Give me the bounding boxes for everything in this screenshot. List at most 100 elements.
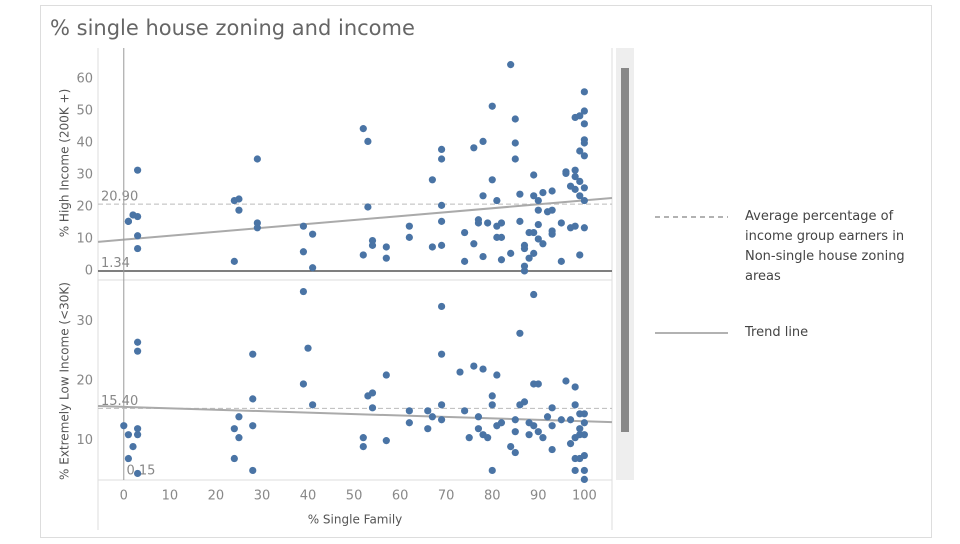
y-tick-label: 30: [76, 314, 93, 329]
point: [249, 422, 257, 430]
annotation: 1.34: [101, 256, 130, 271]
point: [548, 422, 556, 430]
point: [479, 365, 487, 373]
point: [497, 419, 506, 427]
point: [235, 206, 243, 214]
point: [525, 431, 533, 439]
x-tick-label: 60: [392, 489, 409, 504]
point: [437, 217, 446, 225]
point: [437, 145, 446, 154]
x-tick-label: 20: [208, 489, 225, 504]
point: [249, 350, 257, 358]
point: [405, 222, 413, 230]
point: [474, 216, 483, 224]
point: [580, 196, 588, 205]
point: [437, 201, 446, 209]
point: [364, 203, 372, 211]
point: [134, 469, 142, 478]
x-tick-label: 80: [484, 489, 501, 504]
point: [470, 144, 478, 152]
point: [230, 425, 238, 433]
point: [493, 371, 501, 379]
point: [562, 377, 570, 385]
point: [359, 434, 367, 442]
point: [299, 222, 308, 230]
point: [497, 233, 506, 241]
y-axis-label: % High Income (200K +): [58, 89, 72, 238]
point: [511, 428, 519, 436]
point: [562, 169, 570, 177]
point: [516, 329, 524, 337]
point: [299, 380, 308, 388]
point: [120, 422, 128, 430]
point: [253, 224, 261, 232]
point: [530, 290, 538, 299]
point: [235, 413, 243, 421]
y-tick-label: 0: [85, 263, 93, 278]
point: [309, 401, 317, 409]
x-axis-label: % Single Family: [308, 513, 403, 527]
point: [571, 383, 579, 391]
point: [470, 362, 478, 370]
chart-title: % single house zoning and income: [50, 16, 415, 40]
point: [437, 302, 446, 311]
point: [576, 192, 584, 200]
point: [580, 224, 588, 232]
point: [530, 249, 538, 257]
point: [548, 230, 556, 238]
point: [405, 233, 413, 241]
point: [424, 425, 432, 433]
point: [470, 240, 478, 248]
point: [539, 240, 547, 248]
x-tick-label: 40: [300, 489, 317, 504]
point: [474, 425, 483, 433]
point: [534, 428, 542, 436]
point: [461, 257, 469, 265]
point: [497, 256, 506, 264]
y-tick-label: 10: [76, 433, 93, 448]
point: [571, 172, 579, 181]
point: [530, 192, 538, 200]
point: [488, 466, 496, 475]
point: [124, 454, 132, 463]
point: [253, 155, 261, 163]
point: [507, 249, 515, 257]
y-tick-label: 60: [76, 72, 93, 87]
trend-line: [97, 197, 613, 243]
point: [359, 443, 367, 451]
point: [134, 347, 142, 355]
point: [299, 287, 308, 296]
point: [368, 404, 377, 412]
x-tick-label: 70: [438, 489, 455, 504]
point: [461, 228, 469, 237]
point: [530, 228, 538, 237]
point: [479, 252, 487, 261]
point: [507, 61, 515, 69]
point: [134, 212, 142, 221]
point: [484, 434, 492, 442]
point: [249, 395, 257, 403]
point: [580, 139, 588, 147]
point: [534, 196, 542, 205]
point: [580, 107, 588, 115]
point: [571, 466, 579, 475]
point: [309, 230, 317, 238]
point: [530, 171, 538, 179]
point: [576, 177, 584, 185]
point: [580, 88, 588, 96]
point: [428, 413, 436, 421]
point: [368, 389, 377, 397]
point: [566, 416, 575, 424]
point: [580, 475, 588, 484]
card: [40, 5, 932, 538]
point: [437, 350, 446, 358]
point: [511, 416, 519, 424]
point: [580, 466, 588, 475]
point: [576, 112, 584, 120]
point: [511, 139, 519, 147]
point: [580, 419, 588, 427]
scroll-thumb[interactable]: [621, 68, 629, 432]
point: [134, 338, 142, 346]
point: [571, 401, 579, 409]
